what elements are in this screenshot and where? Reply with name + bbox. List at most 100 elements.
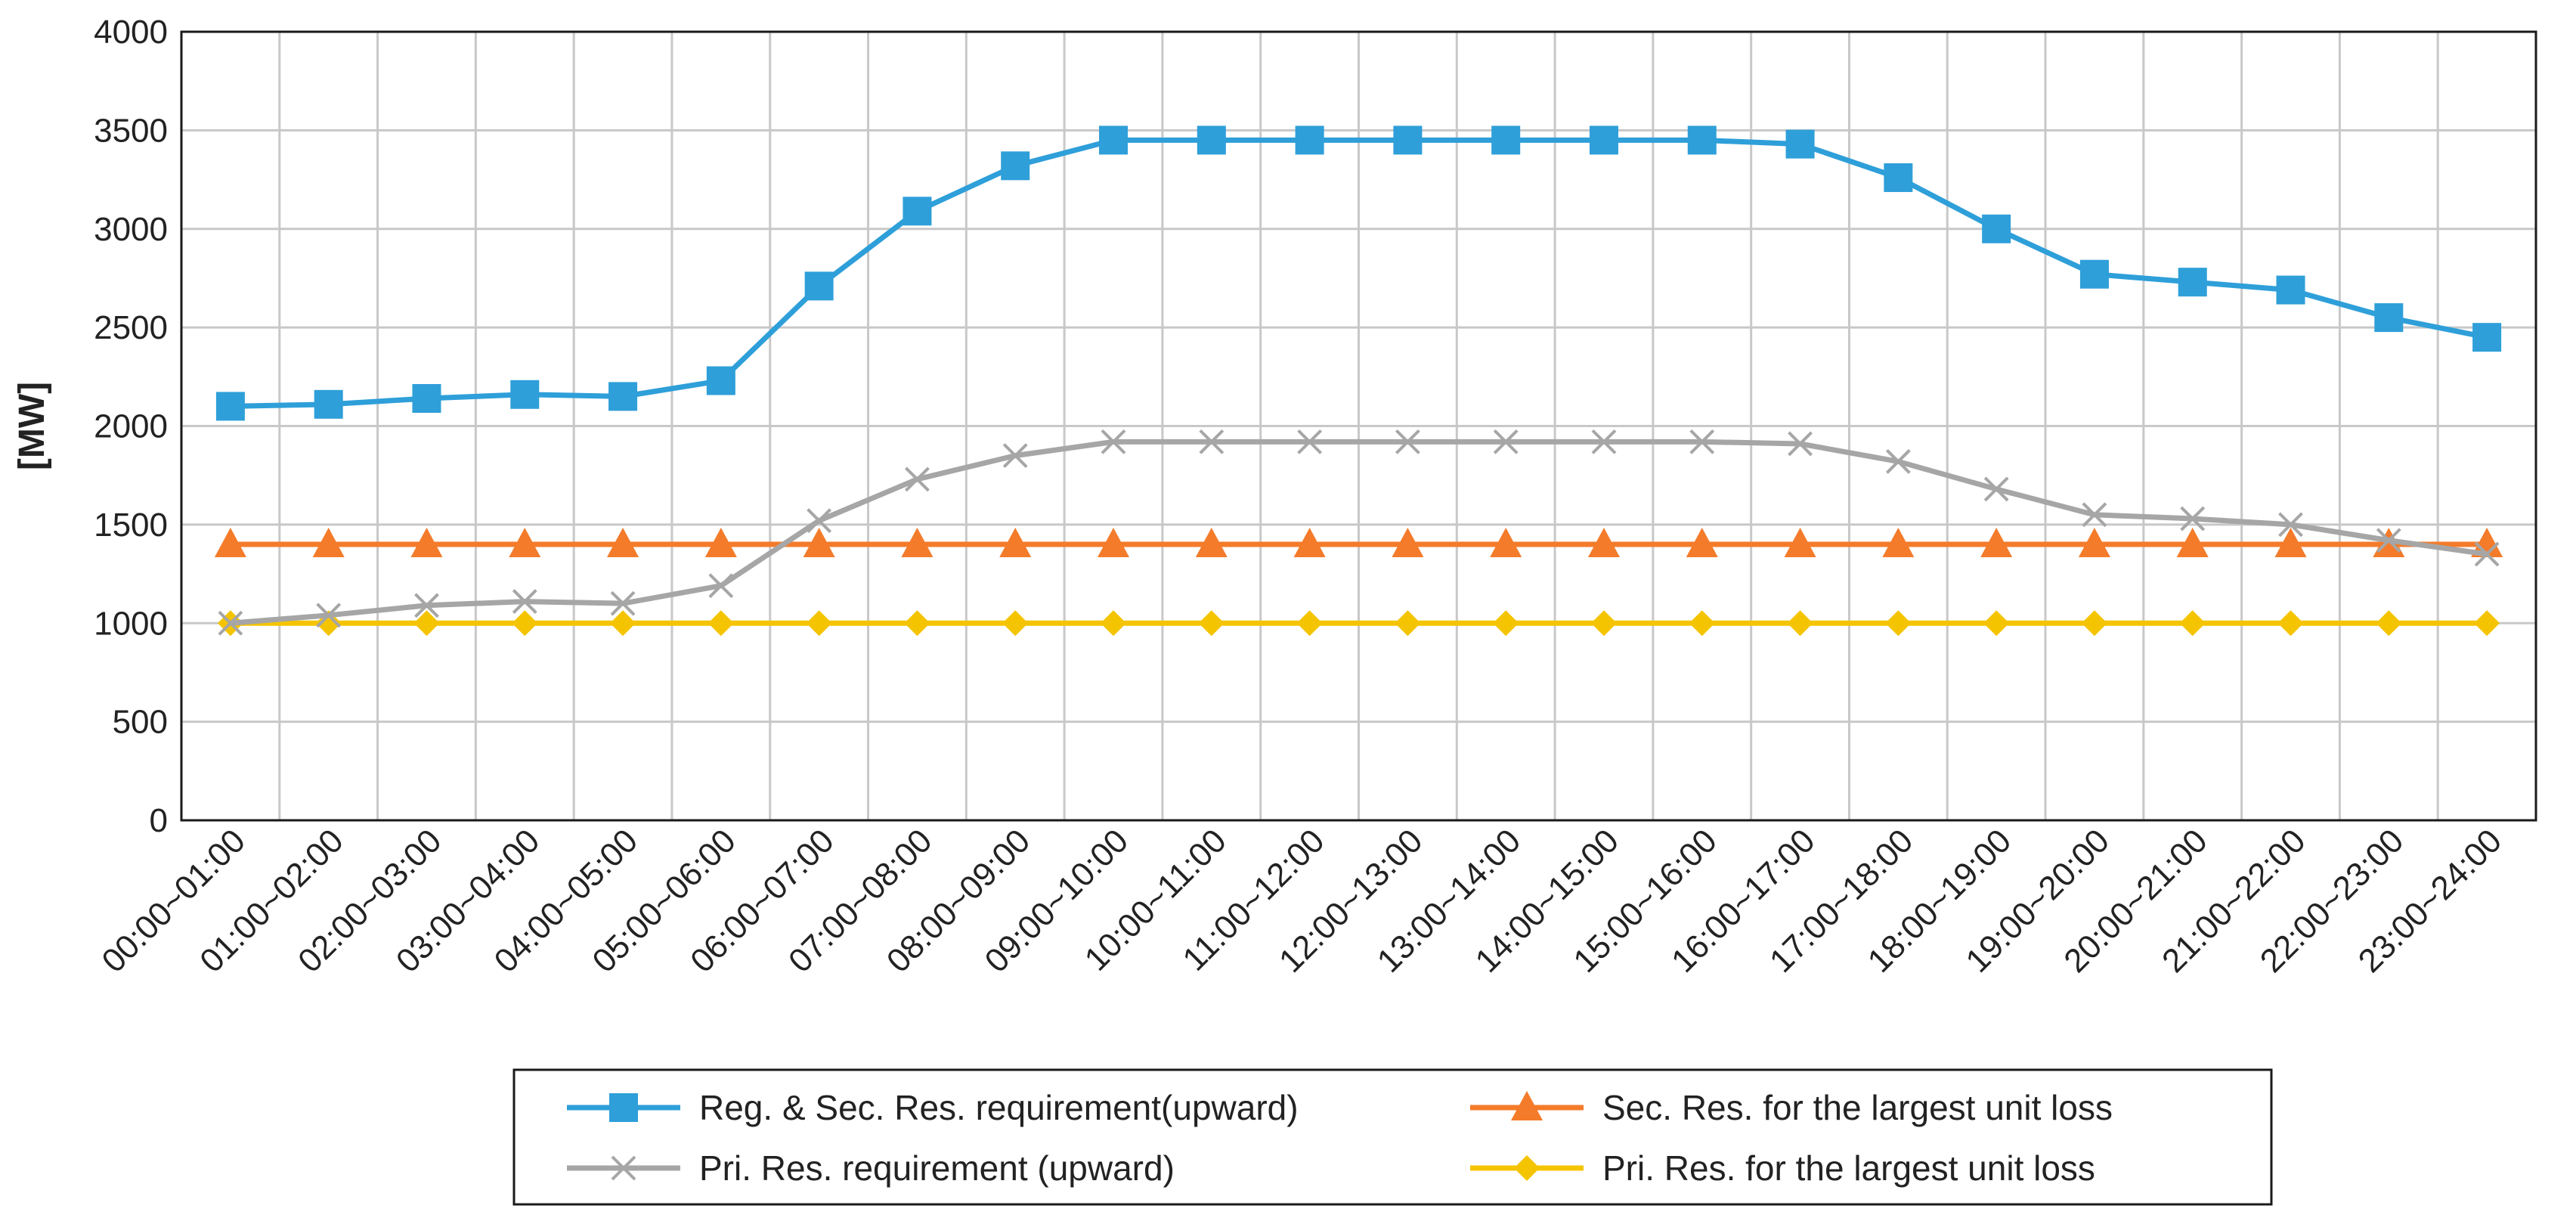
data-point bbox=[1787, 610, 1813, 637]
data-point bbox=[412, 383, 441, 413]
marker-stroke bbox=[611, 1155, 636, 1181]
data-point bbox=[413, 610, 440, 637]
legend-label: Reg. & Sec. Res. requirement(upward) bbox=[699, 1088, 1299, 1127]
y-tick-label: 1500 bbox=[94, 507, 168, 544]
data-point bbox=[2471, 527, 2503, 557]
legend-marker bbox=[611, 1155, 636, 1181]
data-point bbox=[1885, 610, 1912, 637]
marker-stroke bbox=[1591, 429, 1617, 454]
data-point bbox=[806, 610, 832, 637]
marker-stroke bbox=[2180, 506, 2206, 531]
data-point bbox=[1980, 527, 2013, 557]
data-point bbox=[2180, 506, 2206, 531]
data-point bbox=[1493, 429, 1519, 454]
data-point bbox=[1493, 610, 1519, 637]
y-tick-label: 0 bbox=[150, 802, 168, 839]
data-point bbox=[1099, 126, 1129, 155]
legend-marker bbox=[1514, 1155, 1540, 1181]
marker-stroke bbox=[905, 466, 930, 492]
data-point bbox=[1587, 527, 1620, 557]
marker-stroke bbox=[1101, 429, 1126, 454]
data-point bbox=[1195, 527, 1228, 557]
data-point bbox=[1098, 527, 1130, 557]
data-point bbox=[1689, 610, 1715, 637]
marker-stroke bbox=[2376, 528, 2401, 553]
plot-frame bbox=[180, 30, 2537, 822]
data-point bbox=[708, 573, 734, 599]
data-point bbox=[410, 527, 443, 557]
marker-stroke bbox=[512, 589, 537, 614]
data-point bbox=[2376, 610, 2402, 637]
data-point bbox=[1296, 610, 1323, 637]
marker-stroke bbox=[316, 603, 342, 628]
legend-marker bbox=[609, 1093, 638, 1122]
data-point bbox=[2082, 502, 2107, 528]
y-tick-label: 3000 bbox=[94, 211, 168, 248]
marker-stroke bbox=[2082, 502, 2107, 528]
data-point bbox=[1689, 429, 1715, 454]
data-point bbox=[510, 380, 540, 409]
data-point bbox=[901, 527, 933, 557]
x-axis-ticks: 00:00~01:0001:00~02:0002:00~03:0003:00~0… bbox=[94, 822, 2509, 980]
marker-stroke bbox=[708, 573, 734, 599]
data-point bbox=[509, 527, 541, 557]
data-point bbox=[414, 593, 439, 618]
data-point bbox=[2374, 303, 2404, 333]
legend-item: Pri. Res. requirement (upward) bbox=[567, 1148, 1175, 1188]
data-point bbox=[512, 589, 537, 614]
data-point bbox=[1293, 527, 1326, 557]
data-point bbox=[1884, 163, 1913, 192]
data-point bbox=[1784, 527, 1816, 557]
data-point bbox=[2078, 527, 2110, 557]
legend-item: Pri. Res. for the largest unit loss bbox=[1470, 1148, 2095, 1188]
data-point bbox=[1197, 126, 1226, 155]
marker-stroke bbox=[1199, 429, 1225, 454]
data-point bbox=[2474, 541, 2500, 567]
marker-stroke bbox=[1885, 449, 1911, 474]
marker-stroke bbox=[1002, 443, 1028, 469]
marker-stroke bbox=[1297, 429, 1323, 454]
legend-label: Sec. Res. for the largest unit loss bbox=[1602, 1088, 2113, 1127]
data-point bbox=[1982, 214, 2011, 243]
marker-stroke bbox=[1689, 429, 1715, 454]
data-point bbox=[607, 527, 639, 557]
data-point bbox=[1491, 126, 1521, 155]
data-point bbox=[1785, 129, 1815, 159]
data-point bbox=[214, 527, 246, 557]
data-point bbox=[2376, 528, 2401, 553]
data-point bbox=[1395, 429, 1420, 454]
data-point bbox=[1295, 126, 1324, 155]
data-point bbox=[1395, 610, 1421, 637]
data-point bbox=[316, 603, 342, 628]
y-tick-label: 2500 bbox=[94, 309, 168, 346]
data-point bbox=[1199, 429, 1225, 454]
data-point bbox=[807, 508, 832, 534]
data-point bbox=[706, 366, 735, 395]
legend-item: Sec. Res. for the largest unit loss bbox=[1470, 1088, 2113, 1127]
legend-label: Pri. Res. for the largest unit loss bbox=[1602, 1148, 2095, 1188]
marker-stroke bbox=[2278, 512, 2303, 538]
data-point bbox=[1393, 126, 1423, 155]
data-point bbox=[2179, 610, 2206, 637]
legend-label: Pri. Res. requirement (upward) bbox=[699, 1148, 1175, 1188]
data-point bbox=[1490, 527, 1522, 557]
marker-stroke bbox=[1493, 429, 1519, 454]
data-point bbox=[2274, 527, 2307, 557]
marker-stroke bbox=[1395, 429, 1420, 454]
data-point bbox=[1591, 429, 1617, 454]
grid bbox=[180, 30, 2537, 822]
data-point bbox=[2079, 259, 2109, 289]
data-point bbox=[1198, 610, 1225, 637]
data-point bbox=[1002, 610, 1029, 637]
data-point bbox=[803, 527, 835, 557]
marker-stroke bbox=[807, 508, 832, 534]
data-point bbox=[1882, 527, 1915, 557]
data-point bbox=[2176, 527, 2209, 557]
data-point bbox=[1788, 431, 1813, 457]
data-point bbox=[1297, 429, 1323, 454]
data-point bbox=[1590, 610, 1617, 637]
data-point bbox=[704, 527, 737, 557]
data-point bbox=[1001, 151, 1030, 181]
data-point bbox=[1589, 126, 1618, 155]
